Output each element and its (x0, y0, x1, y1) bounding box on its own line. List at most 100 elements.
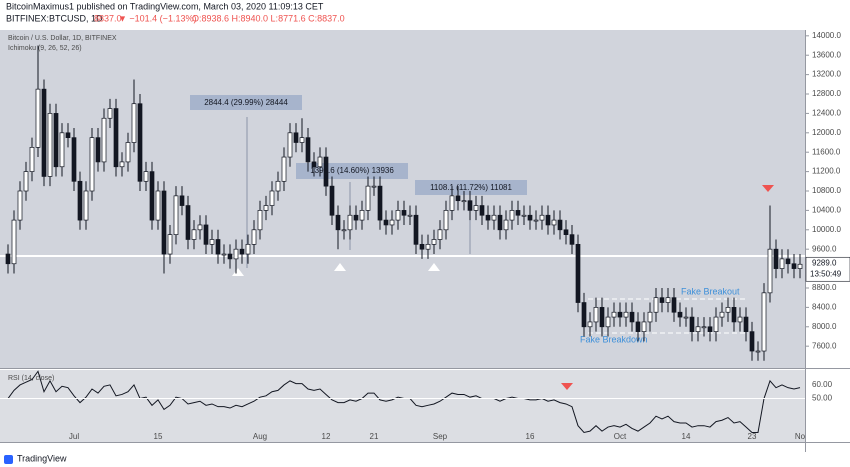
candle-body (485, 214, 491, 221)
candle-body (473, 205, 479, 211)
candle-body (35, 88, 41, 148)
x-tick-label: 14 (682, 432, 691, 441)
candle-body (527, 214, 533, 221)
last-price-box (805, 256, 850, 282)
candle-body (41, 88, 47, 177)
measure-label: 2844.4 (29.99%) 28444 (204, 98, 288, 107)
candle-body (173, 195, 179, 235)
down-marker (762, 185, 774, 192)
candle-body (77, 180, 83, 221)
candle-body (371, 185, 377, 188)
candle-body (245, 243, 251, 255)
candle-body (305, 137, 311, 163)
candle-body (773, 248, 779, 269)
y-tick-label: 8000.0 (812, 322, 837, 331)
candle-body (725, 307, 731, 313)
rsi-pane (0, 370, 805, 442)
y-tick-label: 10400.0 (812, 206, 841, 215)
candle-body (149, 171, 155, 221)
x-tick-label: 23 (748, 432, 757, 441)
candle-body (29, 147, 35, 172)
candle-body (623, 311, 629, 318)
candle-body (563, 229, 569, 235)
logo (4, 455, 13, 464)
publisher: BitcoinMaximus1 published on TradingView… (6, 1, 324, 11)
candle-body (221, 253, 227, 256)
x-tick-label: Jul (69, 432, 79, 441)
candle-body (287, 132, 293, 158)
candle-body (107, 108, 113, 119)
candle-body (299, 137, 305, 143)
candle-body (209, 239, 215, 245)
candle-body (89, 137, 95, 192)
candle-body (629, 311, 635, 323)
rsi-tick-label: 50.00 (812, 394, 833, 403)
rsi-label: RSI (14, close) (8, 375, 54, 382)
y-tick-label: 7600.0 (812, 341, 837, 350)
rsi-tick-label: 60.00 (812, 380, 833, 389)
candle-body (83, 190, 89, 221)
candle-body (329, 185, 335, 216)
y-tick-label: 12800.0 (812, 89, 841, 98)
up-markers (232, 263, 440, 276)
candle-body (509, 210, 515, 221)
y-tick-label: 13200.0 (812, 70, 841, 79)
last-price: 8837.0 (94, 13, 122, 23)
candle-body (713, 316, 719, 332)
candle-body (785, 258, 791, 265)
x-tick-label: Sep (433, 432, 448, 441)
candle-body (227, 253, 233, 260)
candle-body (581, 302, 587, 328)
x-tick-label: 16 (526, 432, 535, 441)
candle-body (503, 219, 509, 231)
candle-body (587, 321, 593, 328)
candle-body (683, 316, 689, 319)
candle-body (401, 210, 407, 216)
candle-body (635, 321, 641, 332)
candle-body (335, 214, 341, 231)
candle-body (731, 307, 737, 323)
candle-body (659, 297, 665, 303)
candle-body (95, 137, 101, 163)
y-tick-label: 14000.0 (812, 31, 841, 40)
candle-body (695, 326, 701, 332)
candle-body (761, 292, 767, 352)
measure-1: 2844.4 (29.99%) 28444 (190, 95, 302, 268)
candle-body (269, 190, 275, 206)
candle-body (707, 326, 713, 332)
candle-body (383, 219, 389, 226)
x-tick-label: 21 (370, 432, 379, 441)
x-tick-label: 15 (154, 432, 163, 441)
candle-body (131, 103, 137, 143)
candle-body (113, 108, 119, 168)
candle-body (449, 195, 455, 211)
candle-body (167, 234, 173, 255)
fake-breakout: Fake Breakout (681, 286, 740, 296)
measure-label: 1393.6 (14.60%) 13936 (310, 166, 394, 175)
candle-body (251, 229, 257, 245)
candle-body (53, 113, 59, 168)
candle-body (491, 214, 497, 221)
candle-body (737, 316, 743, 323)
candle-body (257, 210, 263, 231)
x-tick-label: Oct (614, 432, 627, 441)
candle-body (569, 234, 575, 245)
candle-body (767, 248, 773, 294)
candle-body (137, 103, 143, 182)
candle-body (599, 307, 605, 328)
range-box (588, 298, 745, 334)
candle-body (689, 316, 695, 332)
y-tick-label: 10800.0 (812, 186, 841, 195)
candle-body (215, 239, 221, 255)
candle-body (557, 219, 563, 231)
candle-body (161, 190, 167, 255)
candle-body (755, 350, 761, 353)
candle-body (653, 297, 659, 313)
candle-body (605, 316, 611, 328)
candle-body (533, 219, 539, 222)
candle-body (515, 210, 521, 216)
candle-body (497, 214, 503, 231)
candle-body (5, 253, 11, 265)
y-tick-label: 8800.0 (812, 283, 837, 292)
